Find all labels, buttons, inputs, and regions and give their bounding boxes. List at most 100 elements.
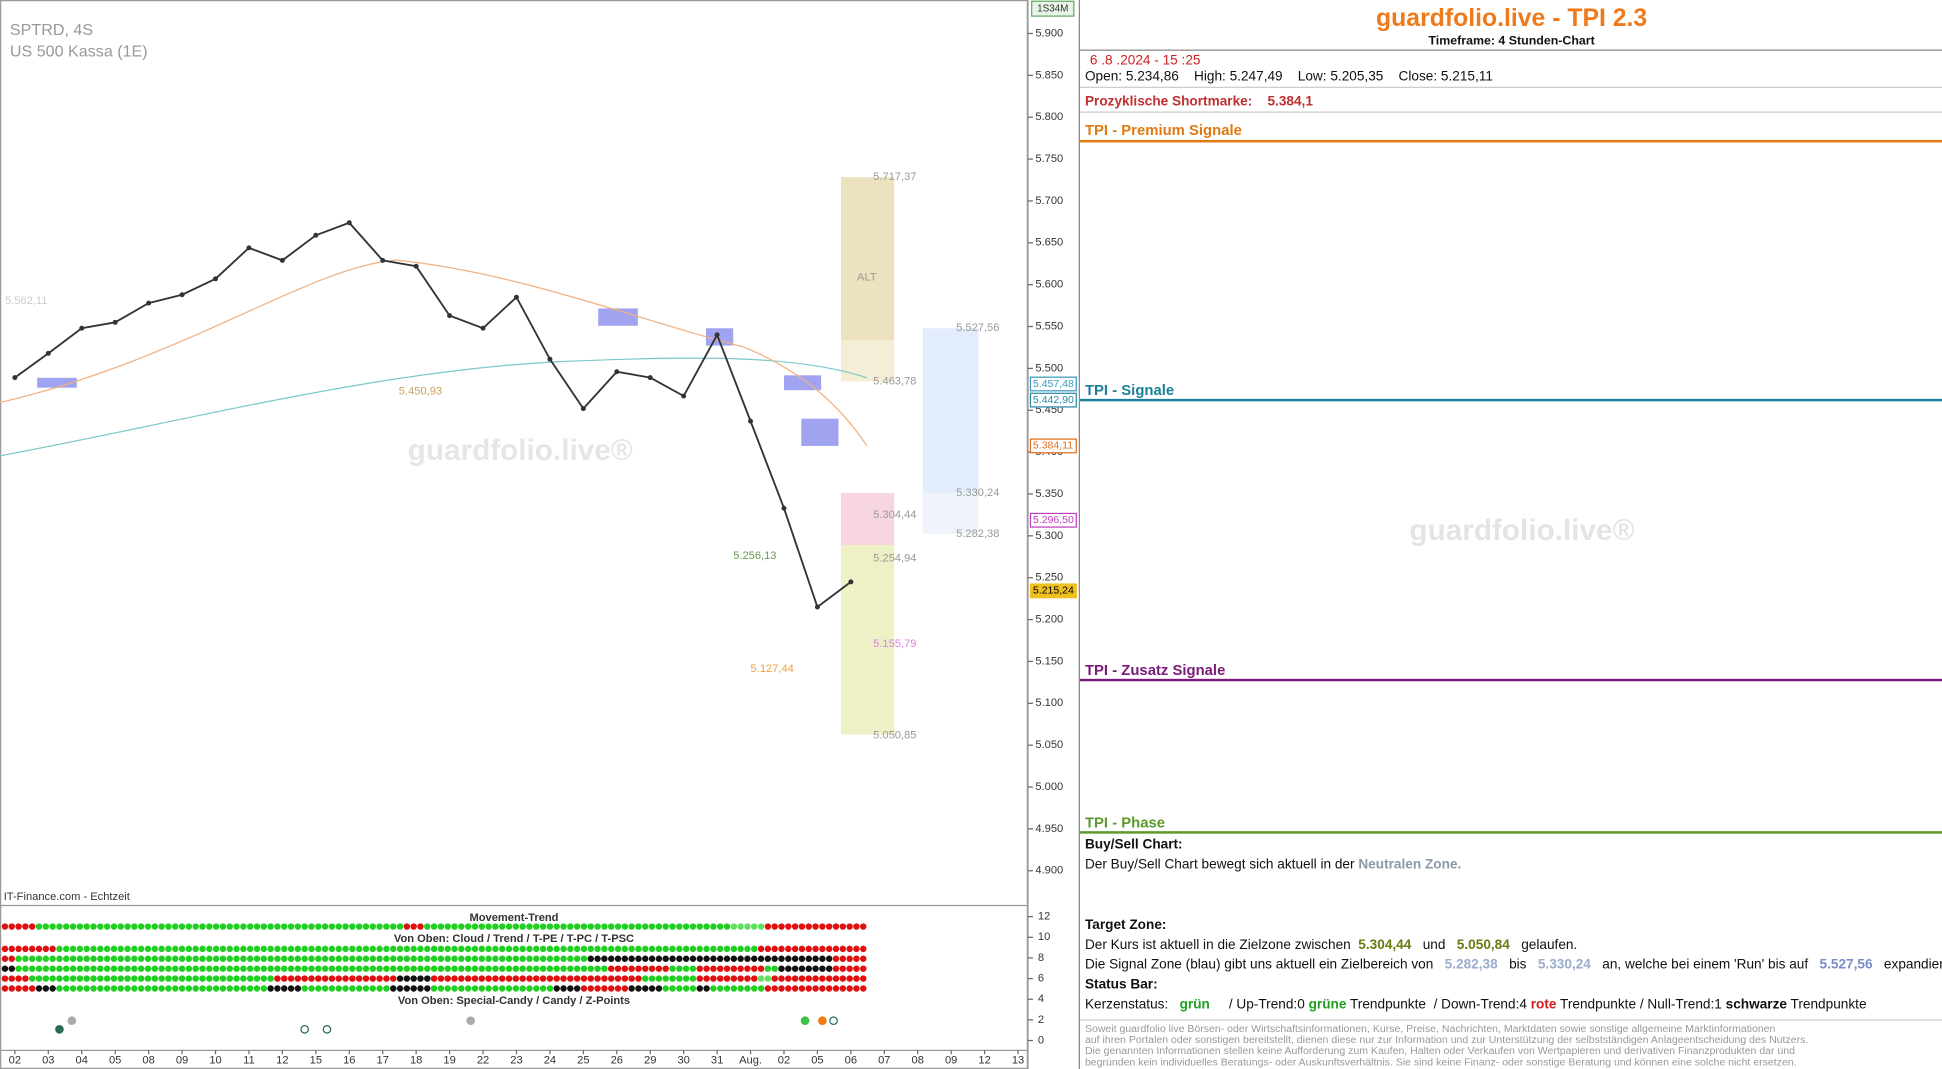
trend-dot bbox=[853, 985, 860, 992]
trend-dot bbox=[219, 923, 227, 930]
trend-dot bbox=[219, 955, 227, 962]
trend-dot bbox=[49, 985, 56, 992]
trend-dot bbox=[199, 985, 206, 992]
trend-dot bbox=[69, 985, 77, 992]
trend-dot bbox=[744, 975, 751, 982]
text: Trendpunkte bbox=[1560, 997, 1637, 1013]
disclaimer-line: begründen kein individuelles Beratungs- … bbox=[1084, 1055, 1797, 1068]
trend-dot bbox=[798, 955, 806, 962]
indicator-tick-label: 12 bbox=[1038, 911, 1050, 923]
trend-dot bbox=[117, 955, 124, 962]
trend-dot bbox=[42, 975, 50, 982]
trend-dot bbox=[662, 955, 669, 962]
trend-dot bbox=[512, 975, 520, 982]
indicator-tick-label: 6 bbox=[1038, 973, 1044, 985]
trend-dot bbox=[226, 975, 233, 982]
trend-dot bbox=[158, 955, 165, 962]
trend-dot bbox=[805, 945, 812, 953]
trend-dot bbox=[764, 965, 772, 972]
trend-dot bbox=[723, 923, 731, 930]
trend-dot bbox=[42, 955, 50, 962]
trend-dot bbox=[846, 923, 853, 930]
trend-dot bbox=[328, 945, 336, 953]
trend-dot bbox=[492, 955, 499, 962]
trend-dot bbox=[662, 923, 669, 930]
trend-dot bbox=[294, 923, 302, 930]
annotation: 5.463,78 bbox=[873, 375, 916, 387]
trend-dot bbox=[212, 945, 220, 953]
trend-dot bbox=[839, 985, 847, 992]
trend-dot bbox=[853, 923, 860, 930]
price-label: 5.215,24 bbox=[1033, 585, 1074, 597]
trend-dot bbox=[771, 975, 778, 982]
trend-dot bbox=[137, 975, 145, 982]
trend-dot bbox=[430, 955, 438, 962]
trend-dot bbox=[812, 985, 819, 992]
trend-dot bbox=[642, 923, 649, 930]
trend-dot bbox=[151, 985, 159, 992]
trend-dot bbox=[83, 923, 90, 930]
trend-dot bbox=[117, 975, 124, 982]
indicator-tick-label: 2 bbox=[1038, 1014, 1044, 1026]
trend-dot bbox=[124, 985, 131, 992]
trend-dot bbox=[281, 945, 288, 953]
badge-box bbox=[1031, 0, 1075, 17]
trend-dot bbox=[124, 955, 131, 962]
price-point bbox=[12, 375, 18, 381]
trend-dot bbox=[723, 975, 731, 982]
annotation: 5.450,93 bbox=[399, 385, 442, 397]
trend-dot bbox=[791, 985, 799, 992]
trend-dot bbox=[533, 975, 540, 982]
trend-dot bbox=[751, 975, 758, 982]
trend-dot bbox=[505, 955, 513, 962]
trend-dot bbox=[519, 975, 526, 982]
trend-dot bbox=[260, 923, 268, 930]
trend-dot bbox=[451, 965, 458, 972]
trend-dot bbox=[287, 965, 295, 972]
trend-dot bbox=[642, 975, 649, 982]
indicator-title: Movement-Trend bbox=[469, 912, 558, 924]
trend-dot bbox=[464, 965, 472, 972]
trend-dot bbox=[696, 945, 703, 953]
trend-dot bbox=[158, 945, 165, 953]
trend-dot bbox=[825, 923, 833, 930]
trend-dot bbox=[158, 923, 165, 930]
trend-dot bbox=[696, 955, 703, 962]
separator bbox=[1079, 86, 1942, 88]
trend-dot bbox=[349, 945, 356, 953]
trend-dot bbox=[567, 975, 574, 982]
trend-dot bbox=[83, 965, 90, 972]
trend-dot bbox=[410, 945, 417, 953]
trend-dot bbox=[192, 955, 199, 962]
annotation: 5.256,13 bbox=[733, 550, 776, 562]
trend-dot bbox=[798, 965, 806, 972]
trend-dot bbox=[607, 945, 615, 953]
trend-dot bbox=[669, 955, 676, 962]
trend-dot bbox=[676, 965, 683, 972]
trend-dot bbox=[144, 945, 152, 953]
trend-dot bbox=[546, 923, 554, 930]
trend-dot bbox=[355, 923, 363, 930]
trend-dot bbox=[76, 923, 84, 930]
trend-dot bbox=[751, 985, 758, 992]
trend-dot bbox=[22, 955, 29, 962]
trend-dot bbox=[396, 945, 404, 953]
trend-dot bbox=[410, 975, 417, 982]
trend-dot bbox=[172, 965, 179, 972]
trend-dot bbox=[791, 965, 799, 972]
trend-dot bbox=[246, 955, 254, 962]
trend-dot bbox=[396, 975, 404, 982]
price-point bbox=[413, 263, 419, 269]
text: expandieren kann. bbox=[1883, 957, 1942, 973]
price-point bbox=[213, 276, 218, 282]
trend-dot bbox=[172, 985, 179, 992]
trend-dot bbox=[791, 975, 799, 982]
trend-dot bbox=[335, 975, 342, 982]
trend-dot bbox=[199, 965, 206, 972]
trend-dot bbox=[253, 965, 261, 972]
trend-dot bbox=[63, 975, 70, 982]
trend-dot bbox=[390, 923, 397, 930]
trend-dot bbox=[785, 945, 792, 953]
trend-dot bbox=[635, 975, 642, 982]
trend-dot bbox=[458, 985, 465, 992]
